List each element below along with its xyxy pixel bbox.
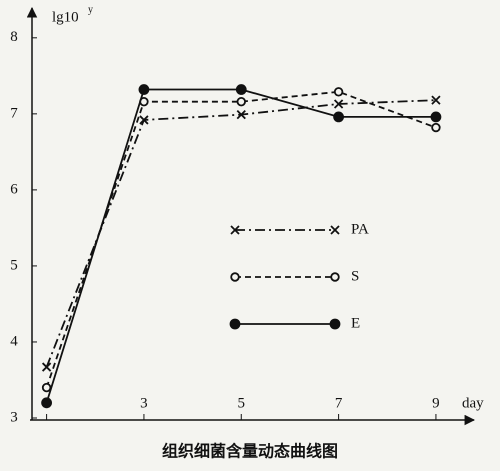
marker (431, 122, 441, 133)
legend-marker (230, 272, 240, 282)
x-tick-label: 5 (238, 395, 246, 411)
y-axis-label: lg10 (52, 9, 79, 25)
legend-label: PA (351, 221, 369, 237)
y-tick-label: 5 (10, 257, 18, 273)
marker (430, 111, 442, 123)
y-tick-label: 3 (10, 409, 18, 425)
x-axis-label: day (462, 395, 484, 411)
x-tick-label: 3 (140, 395, 148, 411)
legend-label: E (351, 315, 360, 331)
marker (41, 382, 52, 393)
series-line (45, 90, 437, 388)
legend-label: S (351, 268, 359, 284)
y-axis-label-superscript: y (88, 4, 93, 15)
series-line (45, 99, 436, 368)
series-line (45, 88, 436, 404)
marker (138, 84, 150, 95)
marker (333, 87, 344, 97)
marker (236, 109, 246, 120)
marker (41, 362, 52, 372)
marker (333, 111, 345, 123)
legend-marker (330, 225, 340, 235)
marker (139, 115, 149, 125)
y-tick-label: 8 (10, 29, 18, 45)
y-tick-label: 7 (10, 105, 18, 121)
marker (333, 99, 344, 109)
legend-marker (330, 272, 340, 282)
legend-marker (230, 225, 240, 235)
y-tick-label: 6 (10, 181, 18, 197)
legend-marker (229, 318, 241, 330)
marker (41, 397, 52, 409)
x-tick-label: 9 (432, 395, 440, 411)
marker (235, 84, 247, 95)
marker (431, 95, 441, 105)
legend-marker (329, 318, 341, 330)
marker (236, 96, 246, 107)
chart-title: 组织细菌含量动态曲线图 (162, 442, 338, 461)
x-tick-label: 7 (335, 395, 343, 411)
y-tick-label: 4 (10, 333, 18, 349)
